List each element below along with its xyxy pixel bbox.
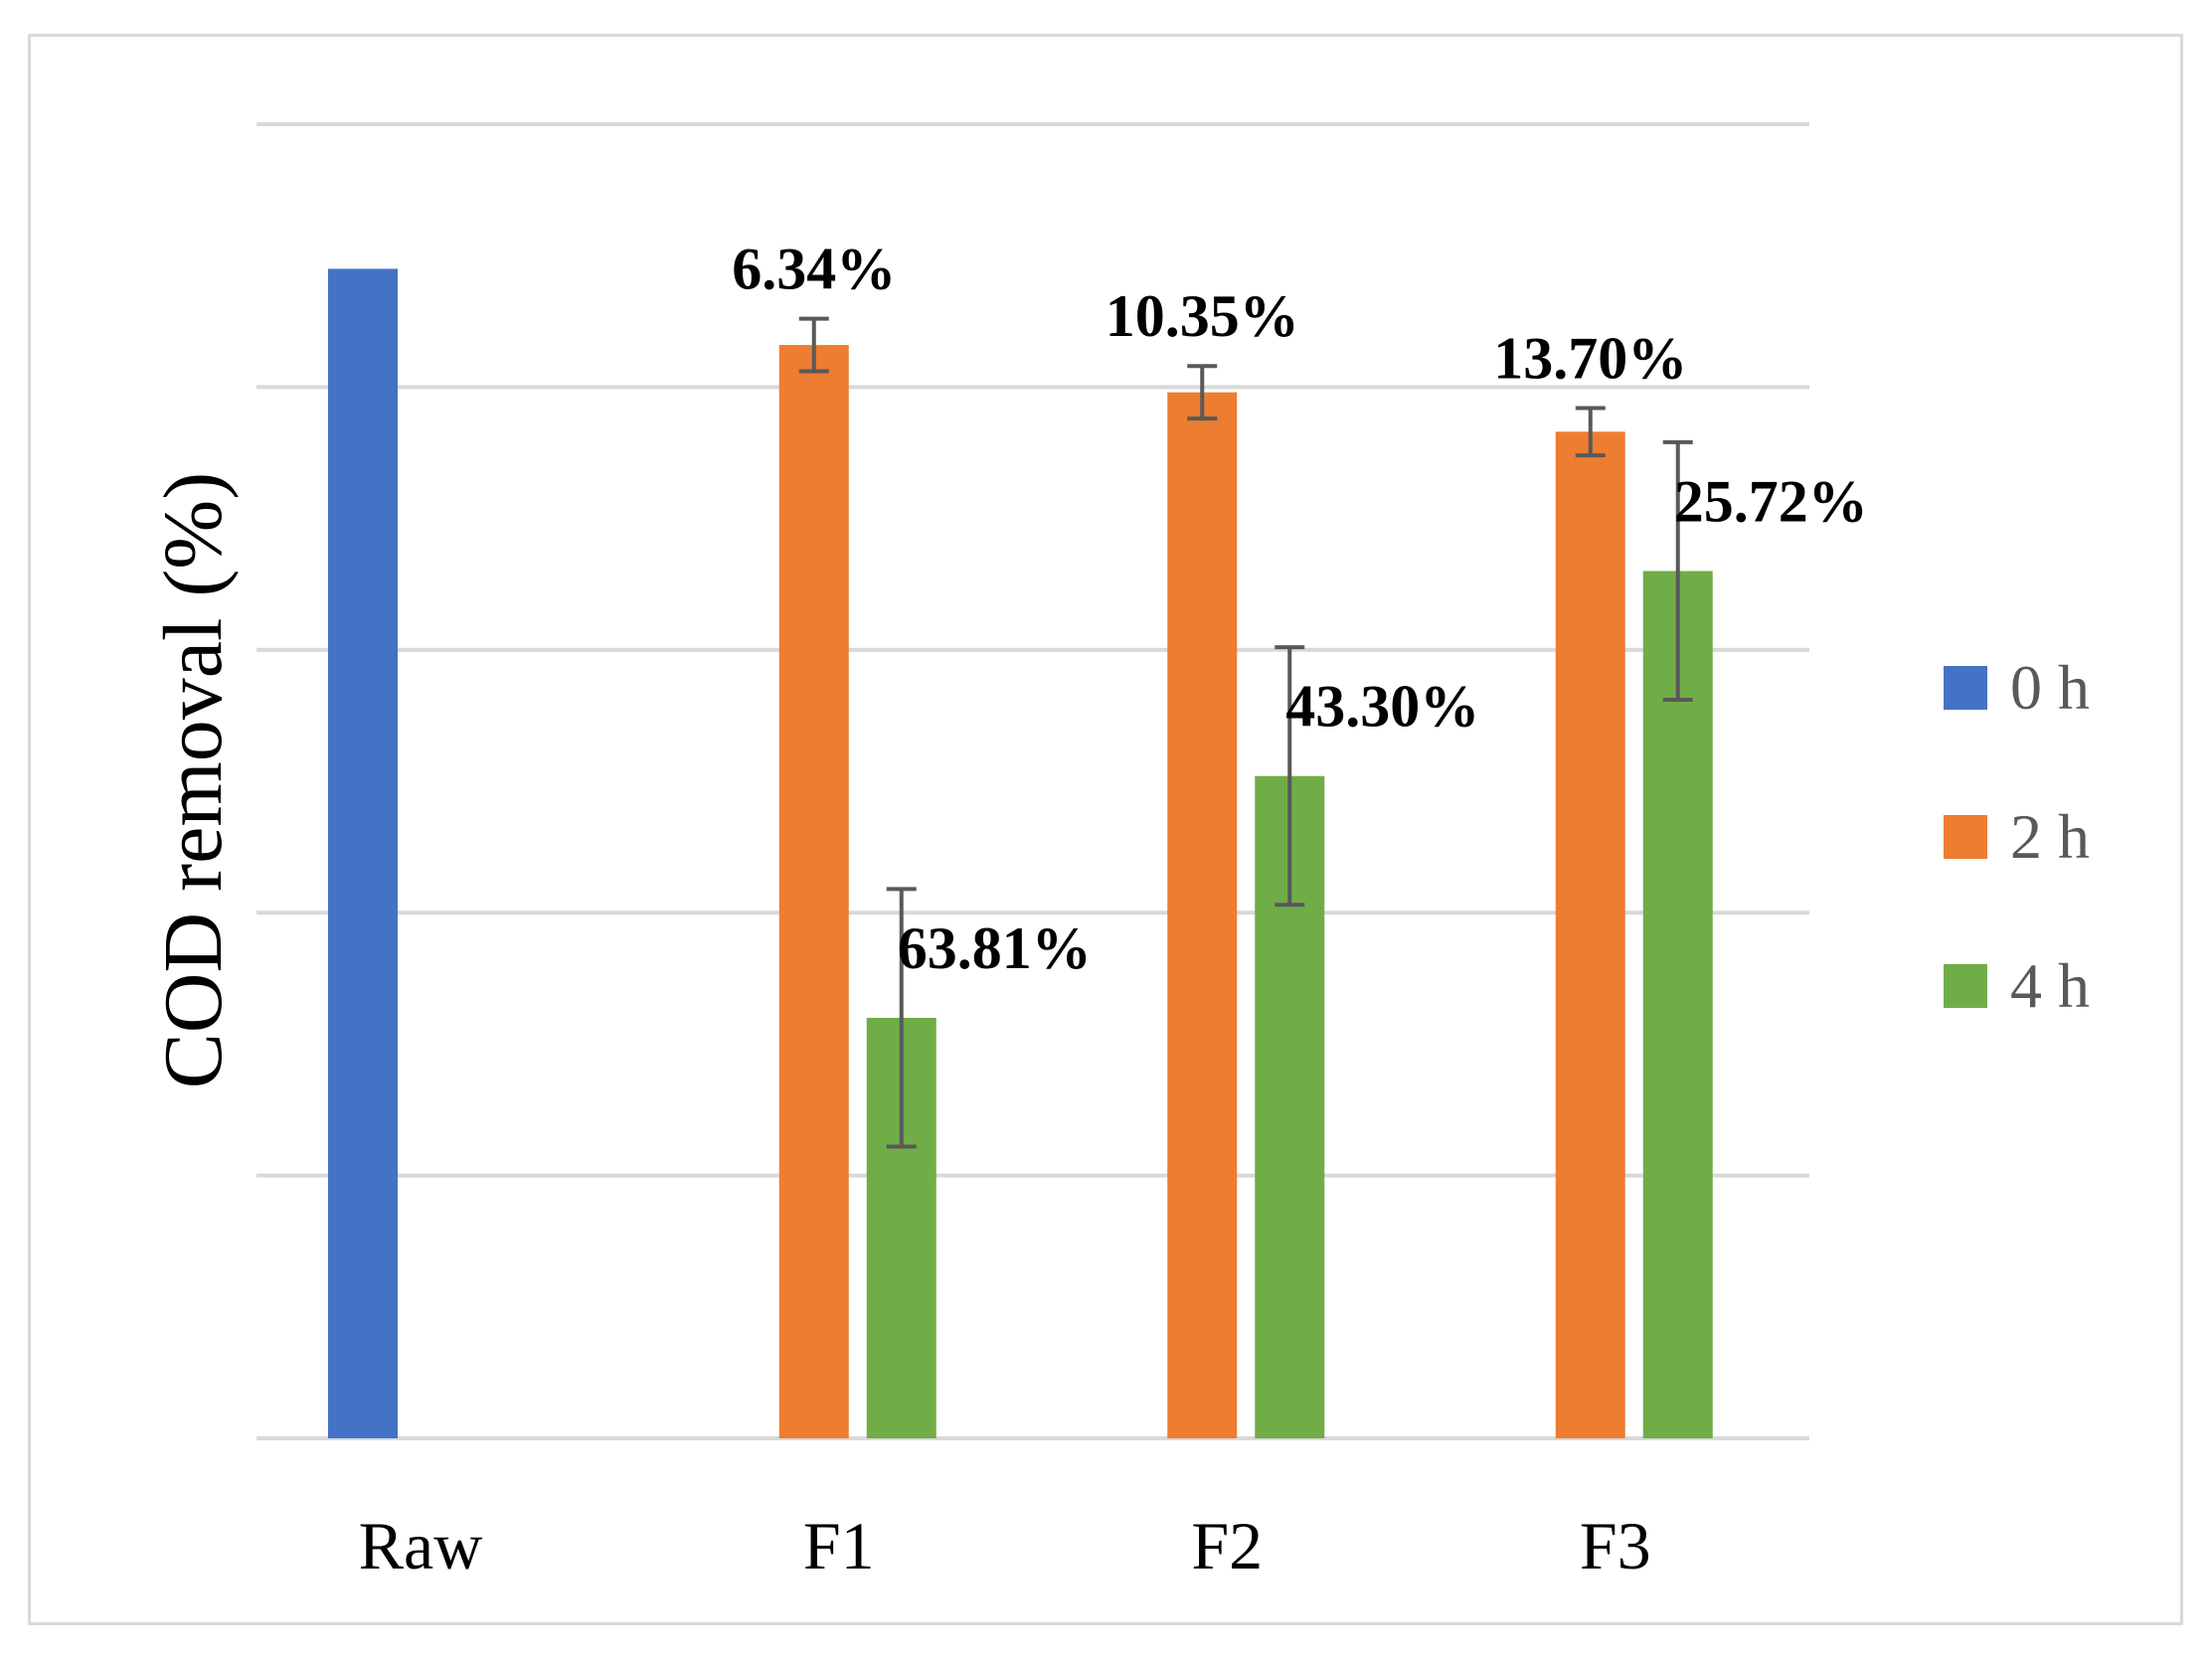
legend-item-0h: 0 h [1944,652,2090,723]
data-label-f1-2h: 6.34% [732,237,896,302]
data-label-f1-4h: 63.81% [898,915,1092,981]
error-bar-f2-4h [1275,645,1305,908]
error-bar-f3-2h [1575,406,1606,458]
error-bar-f3-4h [1662,439,1693,703]
data-labels: 6.34% 10.35% 13.70% 63.81% 43.30% 25.72% [732,237,1868,981]
data-label-f3-2h: 13.70% [1493,326,1687,392]
x-tick-label-raw: Raw [359,1508,483,1583]
legend-label: 2 h [2010,801,2090,872]
legend-item-4h: 4 h [1944,950,2090,1021]
legend-swatch [1944,964,1987,1008]
legend-item-2h: 2 h [1944,801,2090,872]
error-bars [798,316,1693,1149]
legend-label: 4 h [2010,950,2090,1021]
legend-label: 0 h [2010,652,2090,723]
legend-swatch [1944,666,1987,710]
bar-f3-2h [1555,431,1625,1438]
x-tick-labels: Raw F1 F2 F3 [359,1508,1651,1583]
legend-swatch [1944,815,1987,859]
x-tick-label-f1: F1 [803,1508,875,1583]
bar-f2-2h [1167,392,1238,1438]
data-label-f3-4h: 25.72% [1674,468,1868,534]
error-bar-f1-2h [798,316,829,374]
bar-f1-2h [778,345,849,1439]
data-label-f2-2h: 10.35% [1106,283,1299,349]
error-bar-f1-4h [886,887,917,1149]
x-tick-label-f2: F2 [1191,1508,1263,1583]
bar-f3-4h [1642,571,1713,1438]
bars [328,268,1713,1439]
error-bar-f2-2h [1187,364,1218,421]
legend: 0 h 2 h 4 h [1944,652,2090,1021]
bar-raw-0h [328,268,398,1438]
y-axis-title: COD removal (%) [147,472,240,1088]
data-label-f2-4h: 43.30% [1285,674,1479,740]
x-tick-label-f3: F3 [1580,1508,1651,1583]
gridlines [256,122,1809,1440]
